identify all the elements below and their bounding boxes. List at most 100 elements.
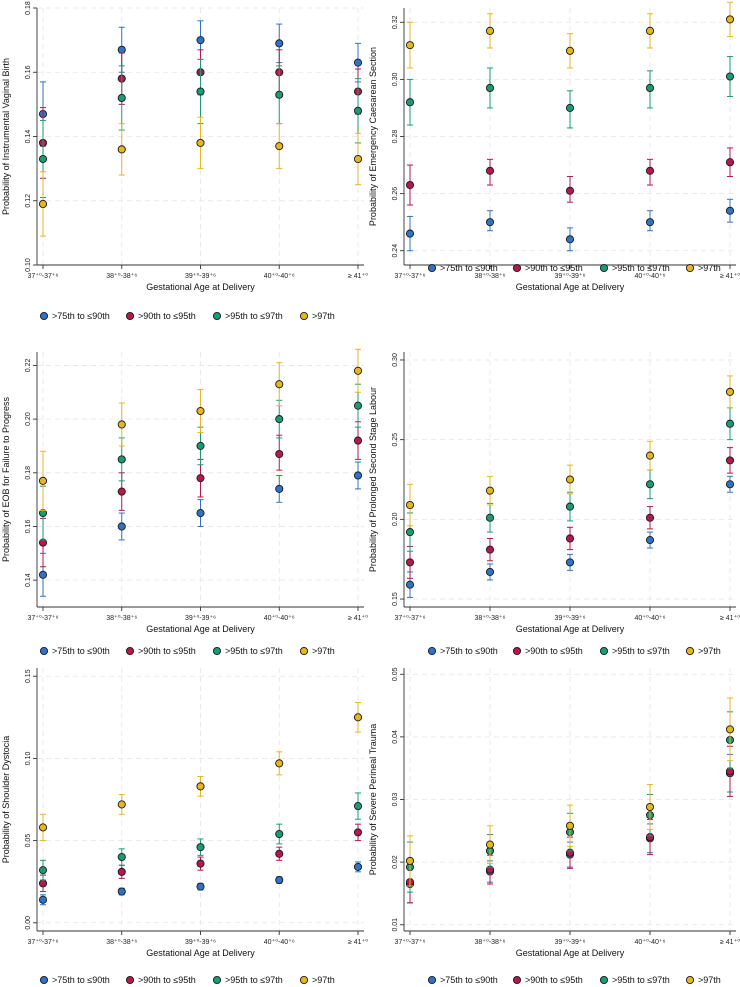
legend-marker (427, 263, 437, 273)
data-point (405, 856, 415, 865)
y-axis-title: Probability of Shoulder Dystocia (1, 736, 11, 864)
data-point (645, 480, 655, 489)
legend-label: >75th to ≤90th (52, 646, 110, 656)
data-point (117, 800, 126, 809)
y-tick-label: 0.25 (392, 433, 399, 447)
panel-1: 0.10 0.12 0.14 0.16 0.18 37⁺⁰-37⁺⁶ 38⁺⁰-38⁺⁶ 39… (1, 1, 368, 321)
y-tick-label: 0.16 (25, 65, 32, 79)
legend-marker (299, 646, 309, 656)
y-tick-label: 0.20 (25, 412, 32, 426)
x-tick-label: 39⁺⁰-39⁺⁶ (185, 272, 216, 280)
x-tick-label: ≥ 41⁺⁰ (348, 272, 368, 280)
data-point (353, 828, 363, 837)
data-point (196, 843, 205, 852)
legend-marker (599, 975, 609, 985)
data-point (565, 475, 575, 484)
data-point (405, 229, 415, 238)
data-point (353, 106, 363, 115)
data-point (38, 570, 48, 579)
data-point (645, 536, 655, 545)
legend-label: >90th to ≤95th (525, 975, 583, 985)
data-point (485, 26, 495, 35)
data-point (196, 441, 205, 450)
y-tick-label: 0.26 (392, 187, 399, 201)
legend-marker (125, 646, 135, 656)
data-point (405, 528, 415, 537)
data-point (645, 83, 655, 93)
data-point (405, 500, 415, 510)
legend-label: >95th to ≤97th (225, 975, 283, 985)
data-point (117, 420, 126, 429)
legend-marker (299, 975, 309, 985)
data-point (725, 72, 735, 81)
data-point (565, 821, 575, 830)
panel-3: 0.14 0.16 0.18 0.20 0.22 37⁺⁰-37⁺⁶ 38⁺⁰-38⁺⁶ 39… (1, 348, 368, 656)
data-point (353, 862, 363, 871)
data-point (565, 46, 575, 55)
data-point (353, 401, 363, 410)
x-tick-label: ≥ 41⁺⁰ (720, 938, 740, 946)
legend-marker (212, 311, 222, 321)
legend-marker (512, 975, 522, 985)
panel-2: 0.24 0.26 0.28 0.30 0.32 37⁺⁰-37⁺⁶ 38⁺⁰-38⁺⁶ 39… (368, 1, 740, 292)
legend-label: >95th to ≤97th (612, 975, 670, 985)
legend-label: >97th (312, 646, 335, 656)
data-point (645, 513, 655, 522)
data-point (275, 380, 284, 389)
legend-marker (685, 646, 695, 656)
data-point (196, 87, 205, 96)
legend-marker (512, 263, 522, 273)
y-tick-label: 0.14 (25, 130, 32, 144)
x-tick-label: 40⁺⁰-40⁺⁶ (264, 272, 295, 280)
x-tick-label: 37⁺⁰-37⁺⁶ (395, 614, 426, 622)
data-point (275, 142, 284, 151)
data-point (196, 782, 205, 791)
data-point (275, 875, 284, 885)
legend-marker (39, 975, 49, 985)
data-point (353, 154, 363, 164)
legend: >75th to ≤90th >90th to ≤95th >95th to ≤97… (427, 263, 721, 273)
legend-marker (685, 975, 695, 985)
data-point (275, 829, 284, 839)
data-point (485, 840, 495, 849)
data-point (38, 476, 48, 485)
data-point (725, 725, 735, 734)
y-tick-label: 0.30 (392, 72, 399, 86)
legend-label: >90th to ≤95th (525, 646, 583, 656)
data-point (117, 487, 126, 496)
data-point (725, 767, 735, 776)
x-tick-label: 37⁺⁰-37⁺⁶ (28, 614, 59, 622)
y-axis-title: Probability of Prolonged Second Stage La… (368, 387, 378, 572)
y-tick-label: 0.15 (25, 669, 32, 683)
data-point (725, 158, 735, 167)
data-point (38, 879, 48, 888)
legend-label: >75th to ≤90th (440, 975, 498, 985)
legend-label: >97th (312, 975, 335, 985)
y-tick-label: 0.18 (25, 466, 32, 480)
legend: >75th to ≤90th >90th to ≤95th >95th to ≤97… (39, 311, 335, 321)
data-point (353, 58, 363, 67)
legend-label: >90th to ≤95th (138, 975, 196, 985)
data-point (275, 849, 284, 858)
data-point (353, 366, 363, 375)
x-tick-label: 40⁺⁰-40⁺⁶ (264, 614, 295, 622)
legend-marker (512, 646, 522, 656)
legend: >75th to ≤90th >90th to ≤95th >95th to ≤97… (427, 975, 721, 985)
y-tick-label: 0.14 (25, 573, 32, 587)
data-point (38, 154, 48, 164)
y-tick-label: 0.30 (392, 353, 399, 367)
data-point (275, 90, 284, 99)
y-tick-label: 0.04 (392, 730, 399, 744)
data-point (485, 567, 495, 576)
data-point (275, 39, 284, 48)
data-point (353, 713, 363, 722)
y-tick-label: 0.01 (392, 918, 399, 932)
data-point (117, 867, 126, 876)
data-point (725, 15, 735, 24)
x-tick-label: 40⁺⁰-40⁺⁶ (635, 614, 666, 622)
y-tick-label: 0.15 (392, 592, 399, 606)
panel-4: 0.15 0.20 0.25 0.30 37⁺⁰-37⁺⁶ 38⁺⁰-38⁺⁶ 39⁺⁰-3… (368, 352, 740, 656)
data-point (725, 456, 735, 465)
x-axis-title: Gestational Age at Delivery (516, 948, 625, 958)
